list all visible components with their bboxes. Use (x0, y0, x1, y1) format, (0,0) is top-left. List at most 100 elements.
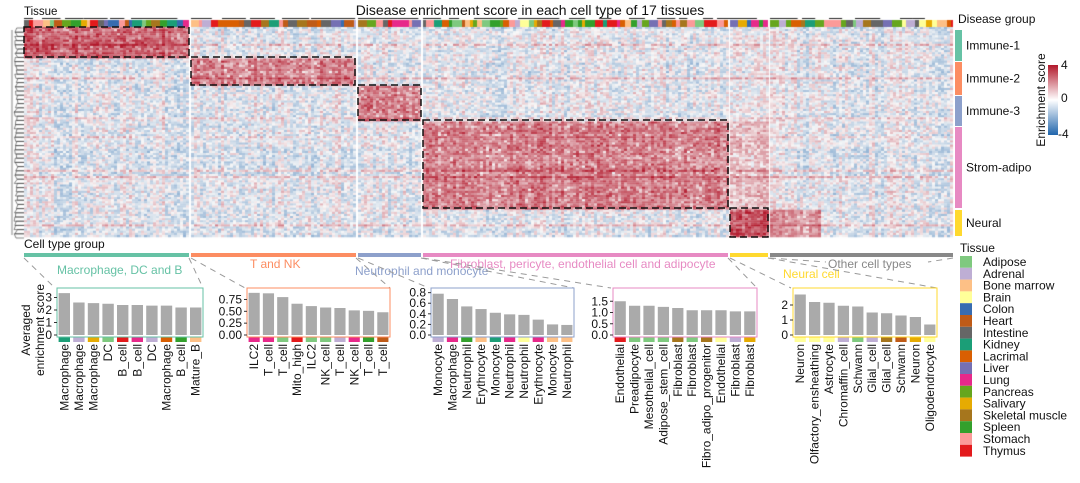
bar-category-label: T_cell (376, 344, 390, 376)
bar-ylabel-line2: enrichment score (33, 284, 47, 376)
bar (614, 301, 626, 335)
colorbar-title: Enrichment score (1034, 53, 1048, 147)
connector-line (729, 257, 792, 289)
tissue-legend-swatch (960, 291, 972, 304)
y-tick-label: 0.4 (409, 307, 426, 321)
bar-category-label: T_cell (276, 344, 290, 376)
bar-tissue-swatch (880, 337, 893, 342)
bar-category-label: Macrophage (87, 344, 101, 411)
bar-category-label: Glial_cell (865, 344, 879, 393)
bar-category-label: Chromaffin_cell (836, 344, 850, 427)
bar (518, 314, 530, 335)
y-tick-label: 1.5 (591, 294, 608, 308)
tissue-legend-swatch (960, 279, 972, 292)
connector-line (767, 257, 938, 289)
tissue-legend-label: Brain (983, 290, 1011, 304)
disease-group-bar (955, 62, 962, 95)
bar (744, 311, 756, 335)
cluster-highlight-box (422, 119, 729, 209)
bar-category-label: Fibroblast (685, 343, 699, 396)
bar-tissue-swatch (895, 337, 907, 342)
bar-category-label: Schwann (894, 344, 908, 393)
bar-category-label: ILC2 (247, 344, 261, 370)
bar (160, 305, 173, 335)
bar-category-label: B_cell (174, 344, 188, 377)
disease-group-label: Strom-adipo (966, 161, 1032, 175)
tissue-legend-label: Skeletal muscle (983, 408, 1067, 422)
disease-group-label: Immune-2 (966, 72, 1020, 86)
bar-category-label: Neutrophil (460, 344, 474, 399)
bar-tissue-swatch (489, 337, 501, 342)
bar-tissue-swatch (175, 337, 187, 342)
tissue-legend-label: Salivary (983, 397, 1026, 411)
connector-line (927, 257, 954, 263)
bar-category-label: Monocyte (431, 344, 445, 396)
bar-tissue-swatch (362, 337, 375, 342)
bar (866, 312, 878, 335)
y-tick-label: 0.5 (591, 317, 608, 331)
bar-category-label: T_cell (362, 344, 376, 376)
bar-category-label: Mature_B (189, 344, 203, 396)
bar-tissue-swatch (909, 337, 922, 342)
y-tick-label: 0 (781, 328, 788, 342)
bar (715, 310, 727, 335)
bar-category-label: Erythrocyte (474, 344, 488, 405)
bar (348, 310, 360, 335)
disease-group-bar (955, 96, 962, 126)
bar-tissue-swatch (729, 337, 742, 342)
disease-group-bar (955, 210, 962, 236)
bar-category-label: Mesothelial_cell (642, 344, 656, 429)
bar (880, 313, 893, 335)
bar-category-label: Neutrophil (517, 344, 531, 399)
tissue-legend-swatch (960, 374, 972, 386)
y-tick-label: 1 (781, 313, 788, 327)
bar-category-label: B_cell (130, 344, 144, 377)
bar-category-label: B_cell (116, 344, 130, 377)
bar (837, 305, 850, 335)
connector-line (357, 257, 430, 289)
bar-tissue-swatch (546, 337, 559, 342)
bar-tissue-swatch (504, 337, 516, 342)
bar-tissue-swatch (461, 337, 473, 342)
bar-tissue-swatch (73, 337, 85, 342)
tissue-annotation-title: Tissue (24, 6, 57, 18)
connector-line (769, 257, 827, 263)
bar (561, 324, 573, 335)
bar-tissue-swatch (744, 337, 756, 342)
bar-category-label: T_cell (261, 344, 275, 376)
bar (305, 306, 317, 335)
bar-tissue-swatch (715, 337, 727, 342)
bar (146, 305, 158, 335)
cell-type-group-bar (358, 253, 421, 257)
tissue-legend-swatch (960, 385, 972, 398)
y-tick-label: 0.6 (409, 296, 426, 310)
tissue-legend-swatch (960, 338, 972, 351)
bar-category-label: Adipose_stem_cell (656, 344, 670, 445)
bar-category-label: Macrophage (160, 344, 174, 411)
cell-type-group-bar (770, 253, 953, 257)
cell-type-group-title: Cell type group (24, 237, 105, 251)
tissue-legend-label: Stomach (983, 432, 1030, 446)
bar-category-label: Fibroblast (743, 343, 757, 396)
bar (461, 306, 473, 335)
bar (686, 310, 698, 335)
connector-line (23, 257, 56, 289)
bar-category-label: DC (101, 344, 115, 362)
tissue-legend-swatch (960, 315, 972, 327)
bar (546, 324, 559, 335)
tissue-legend-swatch (960, 326, 972, 339)
connector-line (355, 257, 391, 289)
bar (504, 314, 516, 335)
bar-category-label: Neuron (908, 344, 922, 383)
disease-group-label: Immune-1 (966, 39, 1020, 53)
bar (852, 306, 864, 335)
cell-type-group-label: Neural cell (783, 267, 840, 281)
bar-tissue-swatch (146, 337, 158, 342)
bar (489, 312, 501, 335)
bar-tissue-swatch (852, 337, 864, 342)
bar-panel-frame (792, 287, 938, 338)
tissue-legend-label: Colon (983, 302, 1014, 316)
bar (291, 303, 303, 335)
